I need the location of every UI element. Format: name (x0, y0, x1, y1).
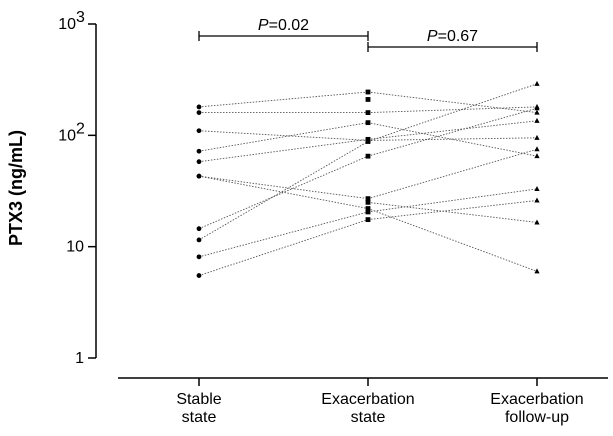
point-exacerbation (365, 120, 371, 126)
point-exacerbation (365, 89, 371, 95)
subject-connector (367, 120, 538, 140)
p-value-label: P=0.67 (427, 28, 478, 45)
p-value: =0.67 (438, 28, 479, 45)
comparison-brackets: P=0.02P=0.67 (198, 17, 538, 52)
point-exacerbation (365, 199, 371, 205)
x-category-label: state (351, 409, 386, 426)
p-symbol: P (258, 17, 269, 34)
point-stable (196, 273, 202, 278)
point-stable (196, 128, 202, 134)
y-tick-label: 1 (75, 350, 84, 367)
point-follow-up (534, 80, 540, 86)
subject-connector (367, 91, 538, 114)
point-follow-up (534, 219, 540, 225)
point-follow-up (534, 109, 540, 115)
subject-connector (367, 201, 538, 223)
y-axis-label: PTX3 (ng/mL) (6, 130, 26, 246)
point-exacerbation (365, 196, 371, 202)
point-stable (196, 254, 202, 260)
subject-connector (367, 137, 538, 141)
x-category-label: state (182, 409, 217, 426)
x-category-label: Stable (176, 391, 221, 408)
p-symbol: P (427, 28, 438, 45)
subject-connector (198, 211, 369, 258)
subject-connector (367, 107, 538, 157)
subject-connector (198, 219, 369, 277)
point-follow-up (534, 117, 540, 123)
point-stable (196, 110, 202, 116)
point-stable (196, 237, 202, 243)
point-follow-up (534, 185, 540, 191)
subject-connector (198, 130, 369, 141)
subject-connector (198, 141, 369, 241)
data-points (196, 80, 540, 278)
point-stable (196, 104, 202, 110)
point-exacerbation (365, 139, 371, 144)
y-tick-label: 10 (66, 239, 84, 256)
point-exacerbation (365, 209, 371, 215)
point-stable (196, 148, 202, 154)
subject-connector (367, 106, 538, 114)
y-tick-label: 10 (58, 16, 76, 33)
subject-connector (198, 122, 369, 152)
point-follow-up (534, 153, 540, 159)
p-value: =0.02 (269, 17, 310, 34)
point-stable (196, 226, 202, 232)
point-exacerbation (365, 206, 371, 211)
p-value-label: P=0.02 (258, 17, 309, 34)
y-tick-exponent: 3 (76, 9, 85, 26)
point-follow-up (534, 268, 540, 274)
x-category-label: Exacerbation (321, 391, 414, 408)
point-follow-up (534, 105, 540, 111)
x-category-label: follow-up (505, 409, 569, 426)
subject-connector (198, 175, 369, 200)
point-exacerbation (365, 97, 371, 102)
subject-connector (367, 200, 538, 221)
subject-connector (367, 208, 538, 272)
subject-connector (367, 83, 538, 142)
point-stable (196, 173, 202, 179)
point-follow-up (534, 146, 540, 152)
point-exacerbation (365, 153, 371, 159)
point-follow-up (534, 197, 540, 203)
y-tick-label: 10 (58, 127, 76, 144)
subject-connector (198, 155, 369, 230)
point-follow-up (534, 134, 540, 140)
subject-connector (198, 175, 369, 209)
point-exacerbation (365, 217, 371, 223)
point-exacerbation (365, 110, 371, 116)
y-tick-exponent: 2 (76, 120, 85, 137)
subject-lines (198, 83, 538, 277)
x-category-label: Exacerbation (490, 391, 583, 408)
subject-connector (198, 138, 369, 163)
subject-connector (367, 188, 538, 213)
subject-connector (198, 91, 369, 108)
point-stable (196, 159, 202, 165)
subject-connector (367, 148, 538, 200)
